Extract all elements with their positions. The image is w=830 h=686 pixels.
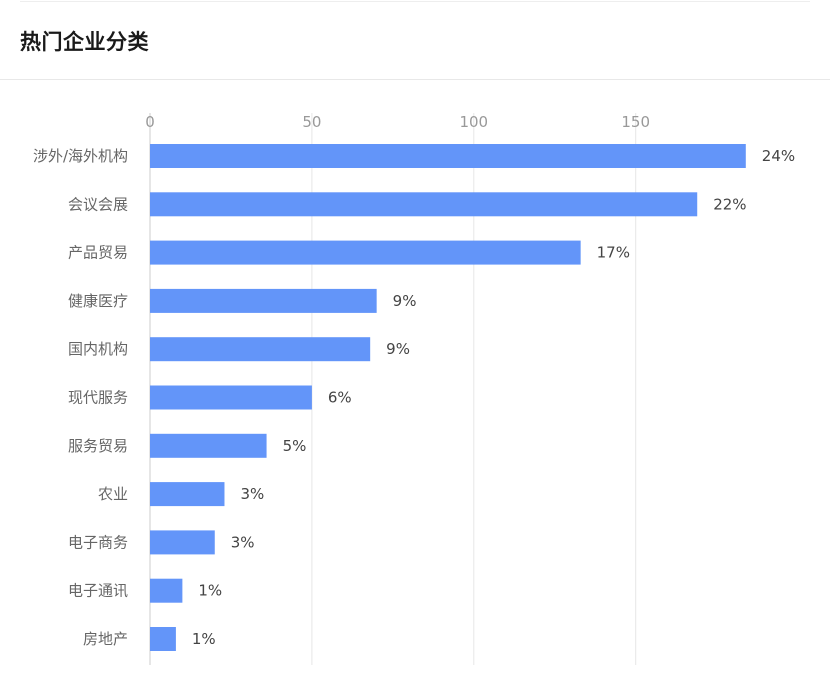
chart-axes: 0 50 100 150 (145, 113, 650, 131)
bar (150, 240, 581, 265)
bar (150, 482, 225, 507)
bar (150, 627, 176, 651)
y-category-label: 健康医疗 (68, 292, 128, 310)
bar (150, 144, 746, 168)
bar-value-label: 3% (240, 485, 264, 503)
bar (150, 530, 215, 555)
bar-value-label: 1% (198, 582, 222, 600)
x-tick-label: 0 (145, 113, 155, 131)
bar-value-label: 24% (762, 147, 795, 165)
bar-value-label: 3% (231, 533, 255, 551)
y-category-label: 国内机构 (68, 340, 128, 358)
y-category-label: 会议会展 (68, 195, 128, 213)
bar (150, 288, 377, 313)
bar (150, 385, 312, 410)
x-tick-label: 100 (459, 113, 488, 131)
bar (150, 192, 698, 217)
y-category-label: 涉外/海外机构 (33, 147, 128, 165)
bar-value-label: 1% (192, 630, 216, 648)
x-tick-label: 50 (302, 113, 321, 131)
bar-value-label: 22% (713, 195, 746, 213)
bar-value-label: 6% (328, 389, 352, 407)
bar (150, 433, 267, 458)
bar-value-label: 5% (283, 437, 307, 455)
y-category-label: 农业 (98, 485, 128, 503)
chart-labels: 涉外/海外机构 24% 会议会展 22% 产品贸易 17% 健康医疗 9% 国内机构 9% 现代服务… (33, 147, 795, 648)
chart-bars (150, 144, 746, 651)
top-divider (20, 1, 810, 2)
bar (150, 578, 183, 603)
y-category-label: 产品贸易 (68, 244, 128, 262)
y-category-label: 电子通讯 (68, 582, 128, 600)
y-category-label: 房地产 (83, 630, 128, 648)
horizontal-bar-chart: 0 50 100 150 涉外/海外机构 24% 会议会展 22% 产品贸易 17% 健康医疗 9%… (33, 113, 795, 665)
card-header: 热门企业分类 (0, 0, 830, 80)
bar-value-label: 17% (597, 244, 630, 262)
x-tick-label: 150 (621, 113, 650, 131)
y-category-label: 服务贸易 (68, 437, 128, 455)
card-title: 热门企业分类 (20, 30, 149, 54)
bar-value-label: 9% (393, 292, 417, 310)
bar (150, 337, 371, 362)
y-category-label: 现代服务 (68, 389, 128, 407)
y-category-label: 电子商务 (68, 533, 128, 551)
bar-value-label: 9% (386, 340, 410, 358)
